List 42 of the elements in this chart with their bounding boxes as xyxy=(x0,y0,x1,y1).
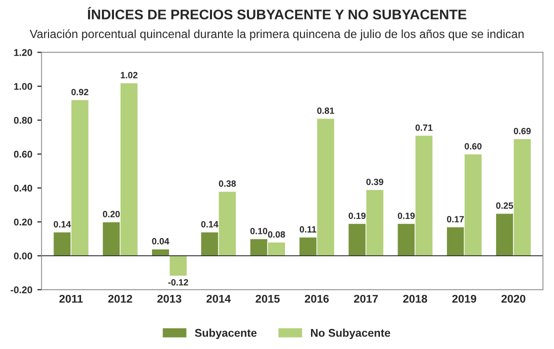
y-tick-label: 1.20 xyxy=(14,49,32,56)
data-label: 0.11 xyxy=(300,226,316,233)
legend-label: No Subyacente xyxy=(311,328,390,339)
data-label: 0.60 xyxy=(464,143,482,150)
data-label: 0.25 xyxy=(496,202,514,209)
data-label: -0.12 xyxy=(168,279,188,286)
data-label: 0.39 xyxy=(366,178,384,186)
x-tick-label: 2017 xyxy=(354,294,378,303)
data-label: 0.69 xyxy=(514,128,531,134)
data-label: 0.19 xyxy=(398,212,415,219)
data-label: 0.20 xyxy=(102,210,120,218)
x-tick-label: 2012 xyxy=(108,294,132,303)
x-tick-label: 2019 xyxy=(452,294,476,303)
data-label: 0.19 xyxy=(348,212,366,219)
legend-label: Subyacente xyxy=(194,328,257,339)
x-tick-label: 2016 xyxy=(304,294,329,303)
data-label: 0.04 xyxy=(152,238,170,244)
y-tick-label: 0.60 xyxy=(14,150,32,158)
data-label: 0.81 xyxy=(317,108,334,114)
y-tick-label: 0.00 xyxy=(14,252,32,260)
y-tick-label: 0.20 xyxy=(14,218,32,226)
data-label: 0.38 xyxy=(218,180,236,187)
x-tick-label: 2015 xyxy=(256,294,280,303)
data-label: 0.10 xyxy=(250,228,268,234)
x-tick-label: 2020 xyxy=(501,294,526,303)
x-tick-label: 2013 xyxy=(157,294,182,303)
chart-title: ÍNDICES DE PRECIOS SUBYACENTE Y NO SUBYACENTE xyxy=(88,6,466,20)
chart-subtitle: Variación porcentual quincenal durante la primera quincena de julio de los años que se indican xyxy=(30,29,524,40)
x-tick-label: 2014 xyxy=(206,294,231,303)
data-label: 0.08 xyxy=(268,231,286,238)
data-label: 0.14 xyxy=(201,221,218,228)
y-tick-label: 1.00 xyxy=(14,82,32,90)
y-tick-label: 0.40 xyxy=(14,184,32,192)
x-tick-label: 2011 xyxy=(59,294,83,303)
data-label: 0.71 xyxy=(416,124,432,131)
data-label: 0.92 xyxy=(71,88,88,96)
data-label: 0.17 xyxy=(447,216,464,222)
y-tick-label: -0.20 xyxy=(10,286,32,294)
x-tick-label: 2018 xyxy=(403,294,428,303)
y-tick-label: 0.80 xyxy=(14,116,32,124)
data-label: 1.02 xyxy=(120,72,138,78)
data-label: 0.14 xyxy=(54,221,71,228)
